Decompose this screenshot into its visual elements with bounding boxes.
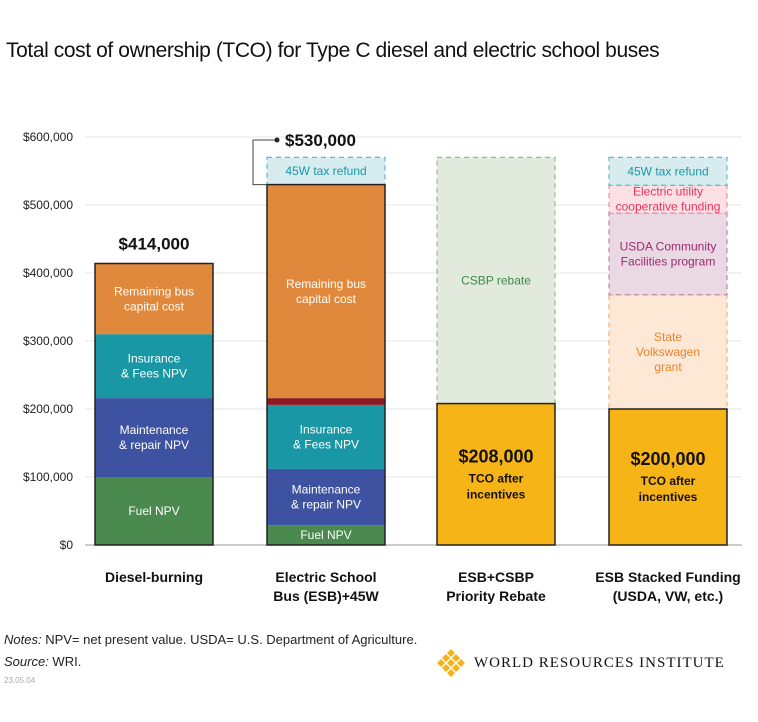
segment-label: Insurance [128,352,181,366]
segment-label: Fuel NPV [128,504,179,518]
wri-logo: WORLD RESOURCES INSTITUTE [436,648,725,678]
bar-segment [95,398,213,477]
source: Source: WRI. [4,654,82,669]
segment-label: incentives [639,490,698,504]
y-tick-label: $0 [60,538,74,552]
segment-label: capital cost [296,292,357,306]
bar-segment [609,409,727,545]
stacked-bar-chart: $0 $100,000 $200,000 $300,000 $400,000 $500,0… [23,130,742,604]
segment-label: capital cost [124,299,185,313]
y-tick-label: $100,000 [23,470,73,484]
bar-segment [267,404,385,469]
segment-label: Maintenance [292,483,361,497]
category-label: Diesel-burning [105,569,203,585]
segment-label: & Fees NPV [121,367,187,381]
bar-outline [94,262,214,546]
bar-segment [267,525,385,545]
category-label: ESB+CSBP [458,569,534,585]
segment-label: cooperative funding [616,200,721,214]
bar-segment [608,184,728,214]
bar-outline [608,408,728,546]
segment-label: Facilities program [621,254,716,268]
segment-label: Electric utility [633,185,703,199]
segment-label: CSBP rebate [461,273,531,287]
segment-label: 45W tax refund [627,164,708,178]
segment-label: Remaining bus [286,277,366,291]
y-tick-label: $200,000 [23,402,73,416]
segment-label: Maintenance [120,423,189,437]
bar-segment [608,156,728,186]
logo-text: WORLD RESOURCES INSTITUTE [474,654,725,671]
notes: Notes: NPV= net present value. USDA= U.S… [4,632,418,647]
bar-segment [95,334,213,399]
segment-label: & repair NPV [119,438,189,452]
category-label: (USDA, VW, etc.) [613,588,723,604]
category-label: Priority Rebate [446,588,546,604]
total-label: $414,000 [119,234,190,253]
segment-label: TCO after [469,471,524,485]
segment-label: grant [654,360,682,374]
bar-outline [436,402,556,546]
chart-title: Total cost of ownership (TCO) for Type C… [6,39,660,62]
y-tick-label: $400,000 [23,266,73,280]
version-stamp: 23.05.04 [4,676,36,685]
segment-label: $208,000 [458,446,533,466]
segment-label: & repair NPV [291,498,361,512]
y-tick-label: $500,000 [23,198,73,212]
wri-logo-icon [437,649,465,677]
bar-segment [267,468,385,526]
segment-label: Volkswagen [636,345,700,359]
bar-segment [95,263,213,335]
bar-segment [608,294,728,410]
total-leader [252,139,277,186]
y-tick-label: $600,000 [23,130,73,144]
total-label: $530,000 [285,131,356,150]
bar-segment [267,398,385,405]
y-tick-label: $300,000 [23,334,73,348]
bar-segment [95,477,213,545]
segment-label: Insurance [300,422,353,436]
segment-label: & Fees NPV [293,437,359,451]
bar-segment [437,403,555,545]
category-label: ESB Stacked Funding [595,569,740,585]
segment-label: $200,000 [630,449,705,469]
segment-label: Fuel NPV [300,528,351,542]
segment-label: 45W tax refund [285,164,366,178]
segment-label: incentives [467,487,526,501]
leader-dot [274,137,280,143]
bar-outline [266,183,386,546]
segment-label: TCO after [641,474,696,488]
segment-label: Remaining bus [114,284,194,298]
bar-segment [608,212,728,296]
category-label: Bus (ESB)+45W [273,588,379,604]
category-label: Electric School [275,569,376,585]
bar-segment [267,184,385,399]
segment-label: USDA Community [620,239,717,253]
bar-segment [266,156,386,186]
segment-label: State [654,330,682,344]
